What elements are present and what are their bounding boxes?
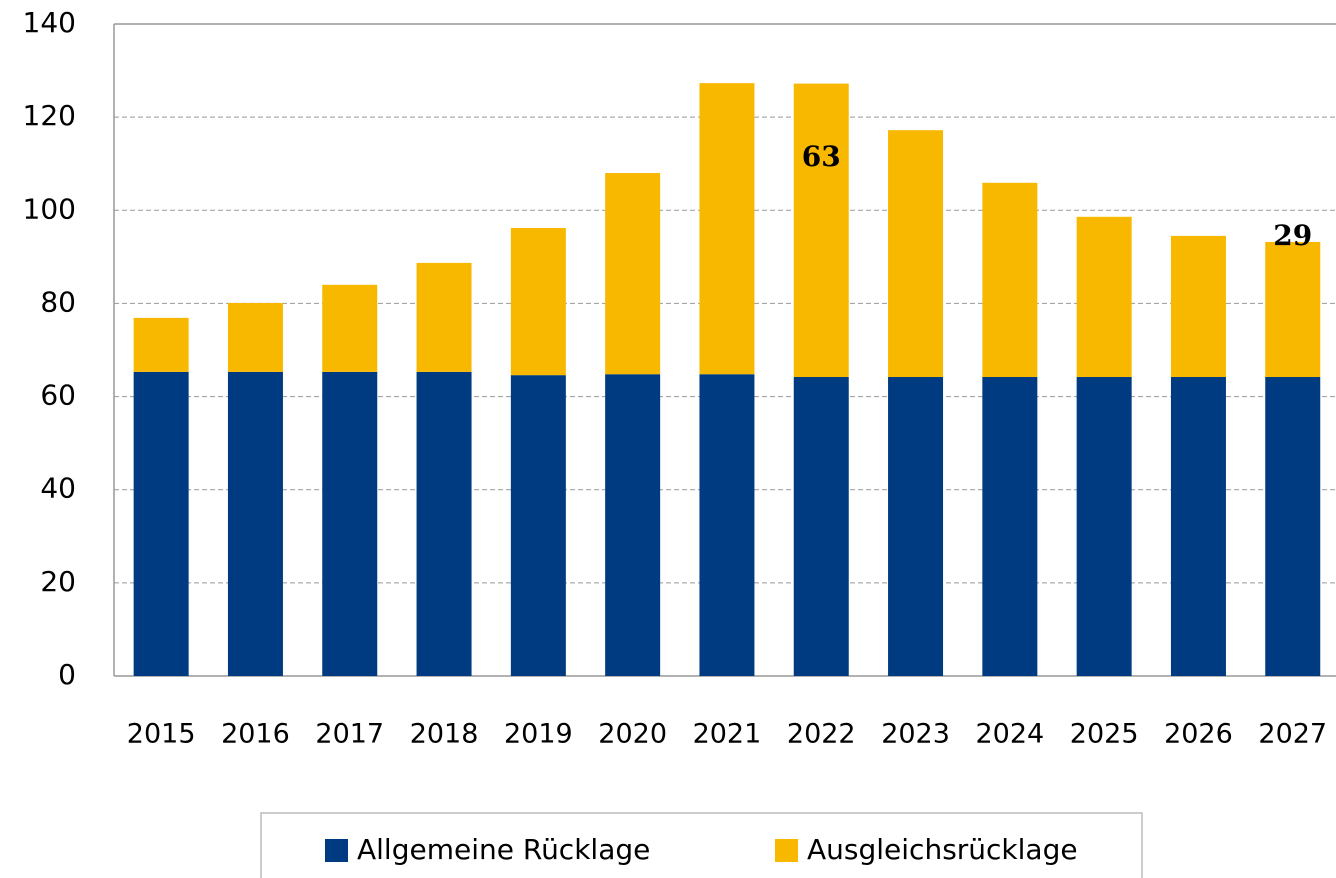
bar-segment [227, 302, 283, 372]
bar-segment [416, 262, 472, 372]
bar-segment [888, 377, 944, 676]
bar-segment [416, 371, 472, 676]
y-tick-label: 0 [58, 658, 76, 691]
bar-segment [605, 374, 661, 676]
y-tick-label: 120 [23, 99, 76, 132]
legend-label: Allgemeine Rücklage [357, 833, 650, 866]
x-tick-label: 2016 [221, 719, 290, 750]
bar-segment [133, 317, 189, 372]
bar-segment [322, 284, 378, 372]
x-tick-label: 2021 [693, 719, 762, 750]
legend-swatch [325, 839, 348, 862]
bar-segment [1170, 377, 1226, 676]
bar-segment [982, 377, 1038, 676]
legend-box [260, 812, 1143, 878]
x-tick-label: 2024 [975, 719, 1044, 750]
bar-segment [793, 83, 849, 378]
bar-segment [888, 130, 944, 378]
bar-segment [1265, 241, 1321, 378]
bar-segment [322, 371, 378, 676]
bar-segment [793, 377, 849, 676]
bar-segment [510, 227, 566, 376]
bar-segment [510, 375, 566, 676]
data-label: 29 [1273, 219, 1312, 252]
y-tick-label: 140 [23, 6, 76, 39]
legend-label: Ausgleichsrücklage [807, 833, 1078, 866]
x-tick-label: 2027 [1258, 719, 1327, 750]
bar-segment [133, 371, 189, 676]
bar-segment [227, 371, 283, 676]
x-tick-label: 2017 [315, 719, 384, 750]
y-tick-label: 40 [40, 472, 76, 505]
bar-segment [1076, 216, 1132, 378]
y-tick-label: 100 [23, 192, 76, 225]
x-tick-label: 2018 [410, 719, 479, 750]
x-tick-label: 2022 [787, 719, 856, 750]
data-label: 63 [802, 140, 841, 173]
x-tick-label: 2015 [127, 719, 196, 750]
x-tick-label: 2026 [1164, 719, 1233, 750]
x-tick-label: 2019 [504, 719, 573, 750]
x-tick-label: 2025 [1070, 719, 1139, 750]
y-tick-label: 60 [40, 379, 76, 412]
bar-segment [699, 83, 755, 375]
bar-segment [982, 182, 1038, 378]
x-tick-label: 2023 [881, 719, 950, 750]
bar-segment [605, 173, 661, 375]
y-tick-label: 20 [40, 565, 76, 598]
bar-segment [1265, 377, 1321, 676]
bar-segment [1170, 235, 1226, 378]
bar-segment [1076, 377, 1132, 676]
legend-swatch [775, 839, 798, 862]
x-tick-label: 2020 [598, 719, 667, 750]
bar-segment [699, 374, 755, 676]
y-tick-label: 80 [40, 285, 76, 318]
